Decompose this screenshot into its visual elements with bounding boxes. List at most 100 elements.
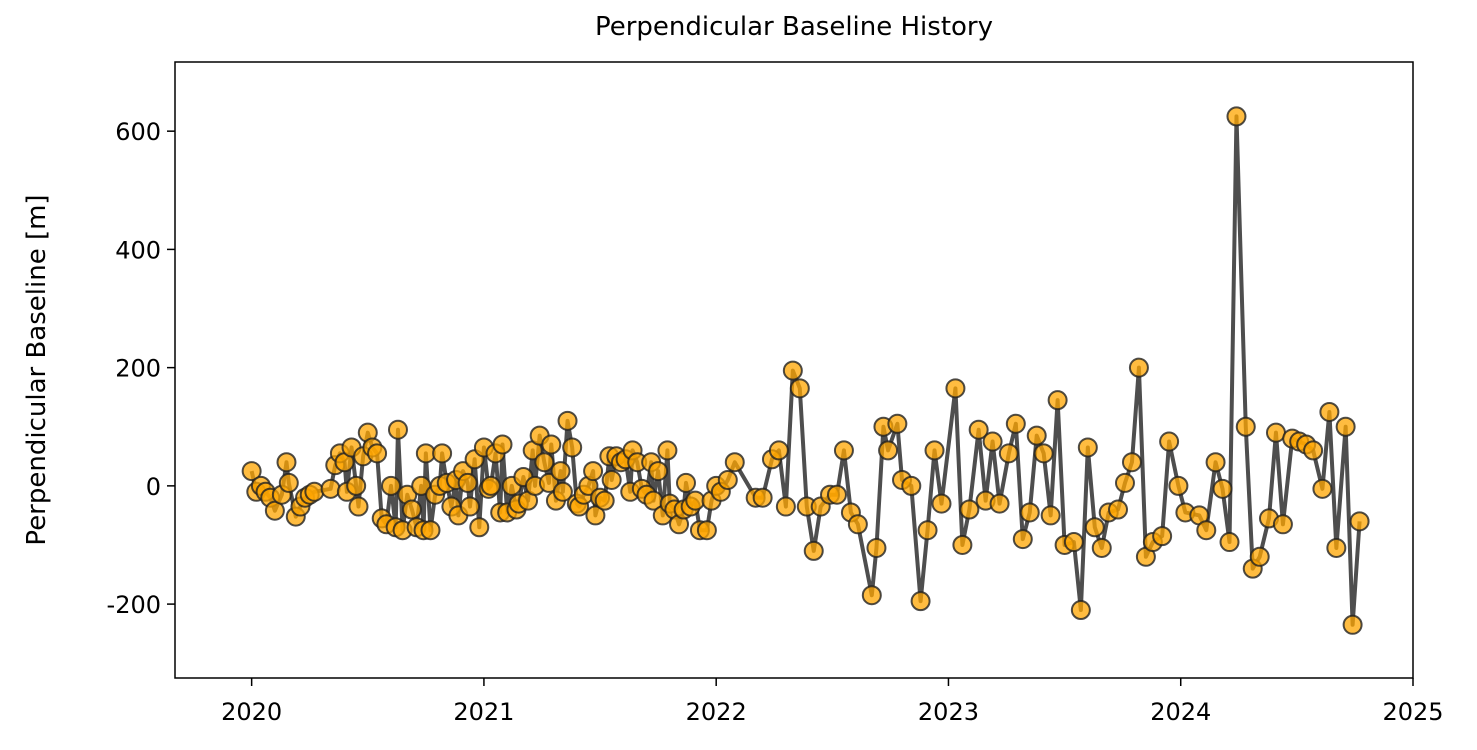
point <box>1196 520 1217 541</box>
x-tick-label: 2020 <box>221 698 282 726</box>
point <box>1168 475 1189 496</box>
y-tick-label: 600 <box>115 118 161 146</box>
point <box>1108 499 1129 520</box>
point <box>1005 413 1026 434</box>
point <box>1235 416 1256 437</box>
point <box>557 410 578 431</box>
point <box>959 499 980 520</box>
point <box>1047 390 1068 411</box>
point <box>696 520 717 541</box>
y-axis-label: Perpendicular Baseline [m] <box>22 194 52 545</box>
point <box>538 472 559 493</box>
point <box>768 440 789 461</box>
point <box>469 517 490 538</box>
point <box>861 585 882 606</box>
point <box>1219 532 1240 553</box>
point <box>1335 416 1356 437</box>
point <box>924 440 945 461</box>
point <box>601 469 622 490</box>
point <box>1303 440 1324 461</box>
point <box>917 520 938 541</box>
point <box>803 540 824 561</box>
point <box>457 472 478 493</box>
point <box>775 496 796 517</box>
point <box>1070 600 1091 621</box>
point <box>675 472 696 493</box>
point <box>594 490 615 511</box>
y-tick-label: 0 <box>146 473 161 501</box>
y-tick-label: -200 <box>107 591 161 619</box>
point <box>1019 502 1040 523</box>
point <box>1040 505 1061 526</box>
point <box>320 478 341 499</box>
x-tick-label: 2021 <box>453 698 514 726</box>
point <box>1212 478 1233 499</box>
point <box>717 469 738 490</box>
point <box>346 475 367 496</box>
point <box>847 514 868 535</box>
y-tick-label: 400 <box>115 236 161 264</box>
point <box>1249 546 1270 567</box>
point <box>1077 437 1098 458</box>
point <box>367 443 388 464</box>
point <box>387 419 408 440</box>
point <box>583 461 604 482</box>
point <box>982 431 1003 452</box>
point <box>1084 517 1105 538</box>
point <box>1121 452 1142 473</box>
point <box>968 419 989 440</box>
point <box>657 440 678 461</box>
point <box>1312 478 1333 499</box>
point <box>931 493 952 514</box>
point <box>304 481 325 502</box>
point <box>459 496 480 517</box>
point <box>952 534 973 555</box>
point <box>878 440 899 461</box>
point <box>1319 401 1340 422</box>
point <box>550 461 571 482</box>
point <box>752 487 773 508</box>
point <box>1342 614 1363 635</box>
point <box>782 360 803 381</box>
point <box>989 493 1010 514</box>
point <box>562 437 583 458</box>
point <box>1033 443 1054 464</box>
point <box>1012 529 1033 550</box>
plot-frame <box>174 61 1414 679</box>
x-tick-label: 2023 <box>918 698 979 726</box>
x-tick-label: 2024 <box>1150 698 1211 726</box>
point <box>241 461 262 482</box>
point <box>833 440 854 461</box>
point <box>724 452 745 473</box>
point <box>401 499 422 520</box>
point <box>432 443 453 464</box>
point <box>1159 431 1180 452</box>
x-tick-label: 2022 <box>686 698 747 726</box>
point <box>1091 537 1112 558</box>
point <box>480 475 501 496</box>
point <box>648 461 669 482</box>
point <box>278 472 299 493</box>
point <box>1272 514 1293 535</box>
point <box>945 378 966 399</box>
point <box>348 496 369 517</box>
point <box>910 591 931 612</box>
point <box>1349 511 1370 532</box>
point <box>1063 532 1084 553</box>
point <box>1026 425 1047 446</box>
point <box>1326 537 1347 558</box>
point <box>887 413 908 434</box>
point <box>541 434 562 455</box>
y-tick-label: 200 <box>115 355 161 383</box>
point <box>381 475 402 496</box>
point <box>1205 452 1226 473</box>
point <box>420 520 441 541</box>
point <box>866 537 887 558</box>
point <box>1226 106 1247 127</box>
chart-title: Perpendicular Baseline History <box>595 12 993 42</box>
point <box>276 452 297 473</box>
point <box>552 481 573 502</box>
point <box>998 443 1019 464</box>
point <box>534 452 555 473</box>
